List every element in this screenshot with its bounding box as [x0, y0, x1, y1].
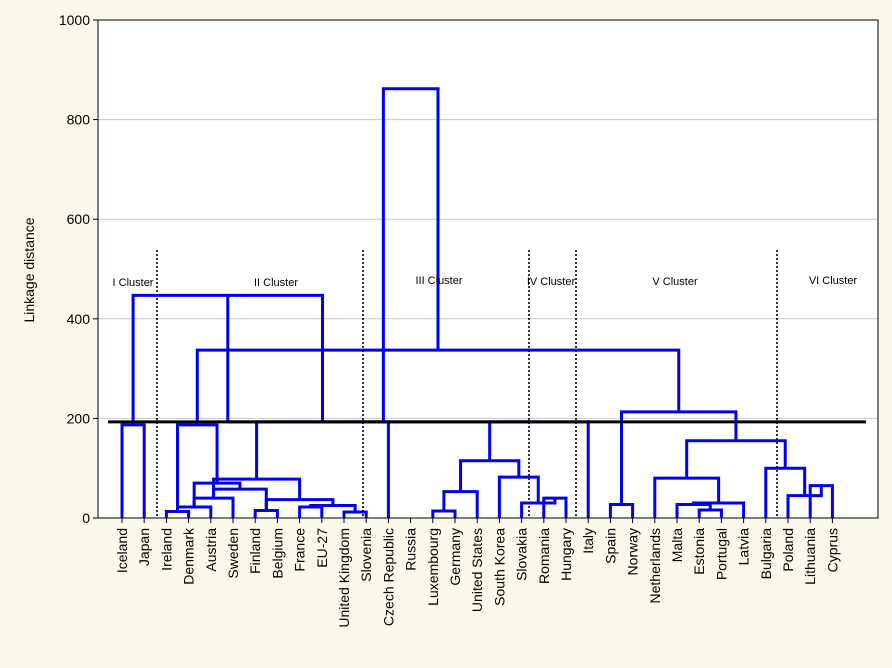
y-axis-title: Linkage distance	[21, 217, 37, 322]
cluster-label: III Cluster	[415, 275, 462, 287]
leaf-label: Lithuania	[802, 528, 818, 585]
leaf-label: Malta	[669, 528, 685, 562]
leaf-label: Italy	[580, 528, 596, 554]
cluster-label: II Cluster	[254, 277, 298, 289]
axis-layer: 0 200 400 600 800 1000	[59, 12, 98, 526]
leaf-label: Romania	[536, 528, 552, 584]
leaf-label: Slovakia	[514, 528, 530, 581]
y-tick-label: 600	[67, 211, 91, 227]
y-tick-label: 200	[67, 410, 91, 426]
leaf-label: Portugal	[713, 528, 729, 580]
y-tick-label: 1000	[59, 12, 90, 28]
leaf-label: Finland	[247, 528, 263, 574]
leaf-label: Bulgaria	[758, 528, 774, 580]
leaf-label: Belgium	[269, 528, 285, 579]
leaf-label: Czech Republic	[380, 528, 396, 626]
leaf-label: Iceland	[114, 528, 130, 573]
leaf-label: Japan	[136, 528, 152, 566]
y-tick-label: 0	[82, 510, 90, 526]
y-tick-label: 400	[67, 311, 91, 327]
leaf-label: South Korea	[491, 528, 507, 606]
leaf-label: Latvia	[736, 528, 752, 566]
leaf-label: Denmark	[181, 527, 197, 585]
leaf-label: Netherlands	[647, 528, 663, 604]
leaf-label: Hungary	[558, 528, 574, 581]
leaf-label: Estonia	[691, 528, 707, 575]
leaf-label: Ireland	[158, 528, 174, 571]
leaf-label: EU-27	[314, 528, 330, 568]
leaf-label: Luxembourg	[425, 528, 441, 606]
cluster-label: VI Cluster	[809, 275, 858, 287]
leaf-label: United States	[469, 528, 485, 612]
cluster-label-layer: I Cluster II Cluster III Cluster IV Cluster…	[113, 275, 858, 289]
cluster-label: I Cluster	[113, 277, 154, 289]
leaf-label: Norway	[625, 528, 641, 575]
leaf-label: United Kingdom	[336, 528, 352, 628]
leaf-label: France	[292, 528, 308, 572]
leaf-label: Cyprus	[824, 528, 840, 572]
cluster-label: V Cluster	[652, 276, 698, 288]
leaf-label: Sweden	[225, 528, 241, 579]
leaf-label: Austria	[203, 528, 219, 572]
plot-area	[98, 20, 878, 518]
leaf-label: Russia	[403, 528, 419, 571]
dendrogram-link	[381, 87, 440, 422]
leaf-label: Germany	[447, 528, 463, 586]
leaf-label-layer: Iceland Japan Ireland Denmark Austria Sweden F…	[114, 518, 840, 628]
leaf-label: Slovenia	[358, 528, 374, 582]
separator-layer	[156, 250, 778, 518]
leaf-label: Spain	[602, 528, 618, 564]
leaf-label: Poland	[780, 528, 796, 572]
cluster-label: IV Cluster	[527, 276, 576, 288]
plot-frame	[97, 19, 879, 519]
y-tick-label: 800	[67, 112, 91, 128]
